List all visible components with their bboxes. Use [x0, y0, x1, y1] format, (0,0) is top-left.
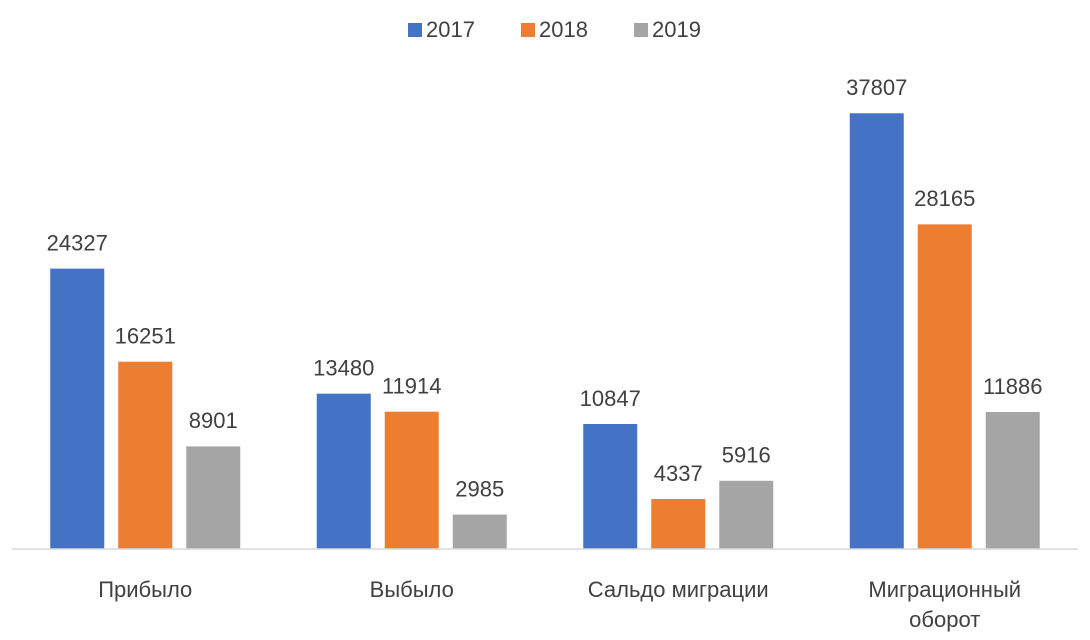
- bar: [849, 113, 904, 549]
- value-label: 2985: [455, 476, 504, 501]
- value-label: 37807: [846, 75, 907, 100]
- value-label: 5916: [722, 443, 771, 468]
- value-label: 16251: [115, 324, 176, 349]
- value-label: 8901: [189, 408, 238, 433]
- bar: [50, 268, 105, 549]
- legend-label: 2017: [426, 17, 475, 42]
- legend-swatch: [634, 23, 648, 37]
- x-tick-label: Сальдо миграции: [587, 577, 769, 602]
- legend-swatch: [521, 23, 535, 37]
- bar: [118, 361, 173, 549]
- bar: [651, 499, 706, 549]
- bar: [186, 446, 241, 549]
- x-tick-label: Прибыло: [98, 577, 193, 602]
- x-tick-label: Миграционный оборот: [868, 577, 1022, 632]
- value-label: 24327: [47, 230, 108, 255]
- bar: [985, 412, 1040, 549]
- value-label: 11886: [983, 374, 1043, 399]
- legend-label: 2018: [539, 17, 588, 42]
- legend-label: 2019: [652, 17, 701, 42]
- value-label: 4337: [654, 461, 703, 486]
- bar: [583, 423, 638, 549]
- x-tick-label: Выбыло: [369, 577, 454, 602]
- bar: [384, 411, 439, 549]
- value-label: 10847: [580, 386, 641, 411]
- value-label: 28165: [914, 186, 975, 211]
- bar: [719, 480, 774, 549]
- bar: [452, 514, 507, 549]
- value-label: 11914: [382, 374, 442, 399]
- bar: [917, 224, 972, 549]
- value-label: 13480: [313, 355, 374, 380]
- legend-swatch: [408, 23, 422, 37]
- bar: [316, 393, 371, 549]
